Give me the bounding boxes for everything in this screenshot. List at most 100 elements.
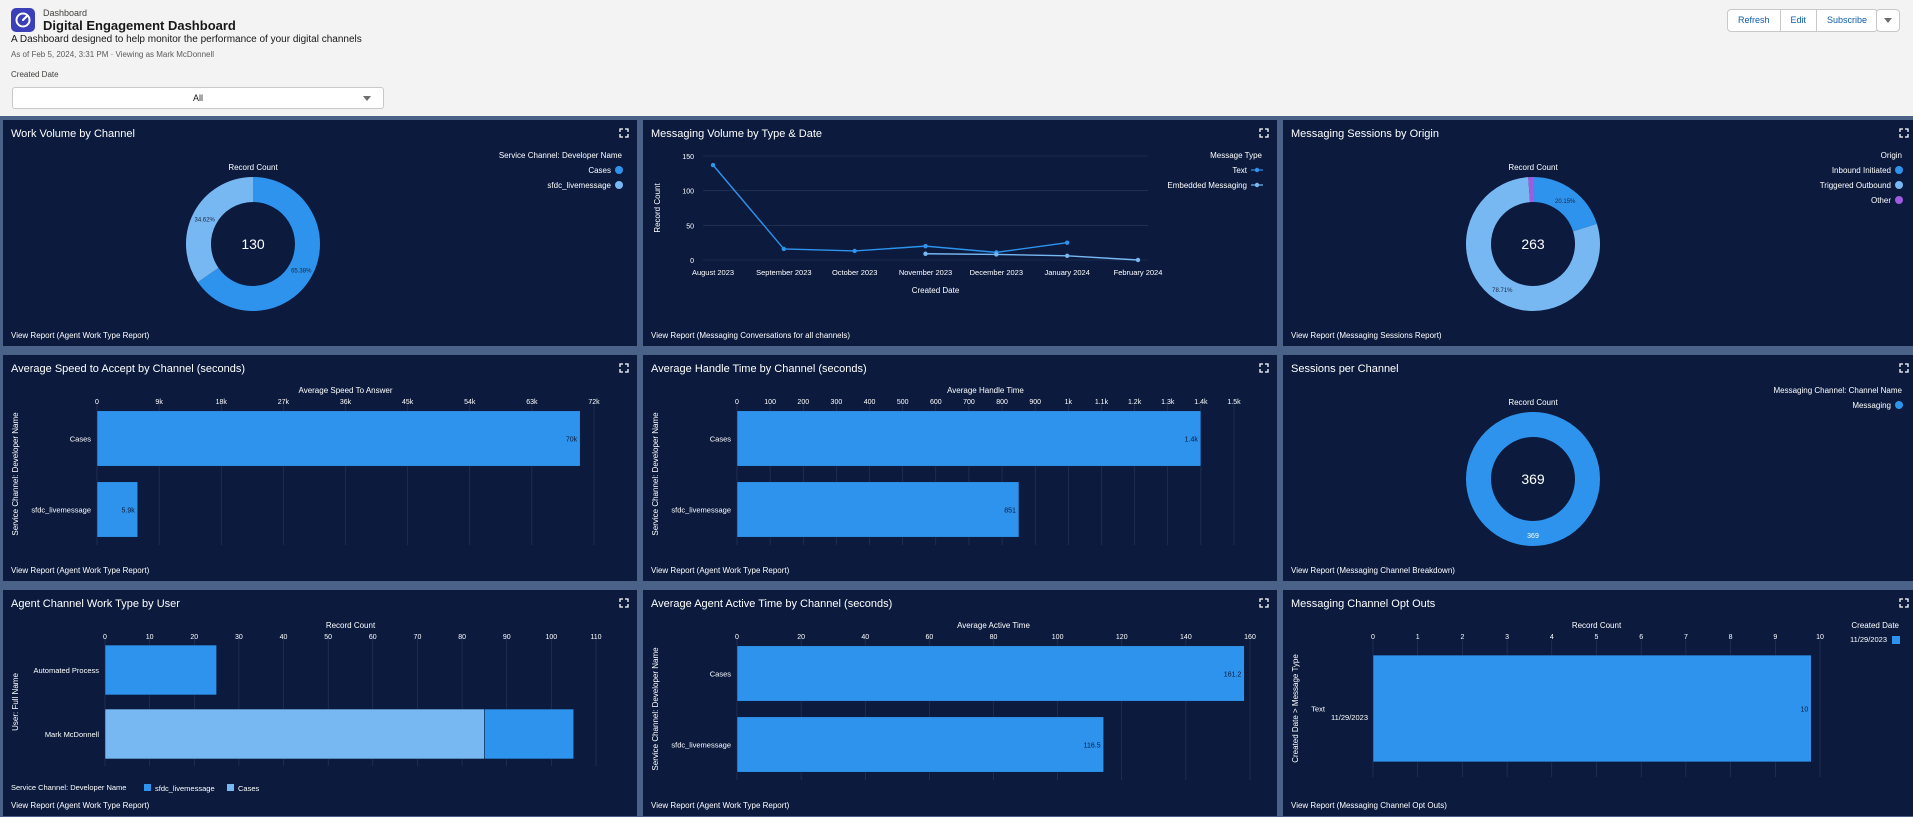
expand-icon-path [619,363,629,373]
widget-w8: Average Agent Active Time by Channel (se… [643,590,1277,816]
breadcrumb[interactable]: Dashboard [43,8,88,18]
x-tick-label: 300 [831,399,843,406]
filter-value: All [192,93,203,103]
chevron-down-icon [1884,18,1892,23]
donut-slice[interactable] [1466,412,1600,546]
x-tick-label: November 2023 [899,268,952,277]
legend-title: Messaging Channel: Channel Name [1773,386,1902,395]
category-label: Automated Process [34,666,100,675]
bar[interactable] [96,410,581,467]
x-tick-label: 600 [930,399,942,406]
data-point[interactable] [994,252,999,257]
bar[interactable] [736,645,1245,702]
created-date-filter-select[interactable]: All [12,87,384,109]
y-axis-title: Service Channel: Developer Name [11,412,20,536]
x-tick-label: 4 [1550,634,1554,641]
dashboard-header: Dashboard Digital Engagement Dashboard A… [0,0,1913,116]
x-tick-label: 100 [1052,634,1064,641]
data-point[interactable] [923,243,928,249]
x-tick-label: 6 [1639,634,1643,641]
bar[interactable] [104,644,217,696]
refresh-button[interactable]: Refresh [1728,10,1781,31]
y-tick-label: 150 [682,154,694,161]
data-point[interactable] [781,246,787,252]
data-point[interactable] [1135,257,1141,263]
legend-item: Inbound Initiated [1832,166,1891,175]
category-label: Text [1311,705,1326,714]
expand-icon[interactable] [619,128,629,138]
data-point[interactable] [852,248,857,254]
view-report-link[interactable]: View Report (Agent Work Type Report) [11,331,150,340]
bar[interactable] [104,708,485,760]
data-point[interactable] [923,251,928,256]
expand-icon[interactable] [619,598,629,608]
donut-slice[interactable] [1466,177,1600,311]
view-report-link[interactable]: View Report (Agent Work Type Report) [11,566,150,575]
expand-icon[interactable] [1899,363,1909,373]
donut-slice[interactable] [186,177,254,283]
chart-svg: Record Count 65.38% 34.62% 130 Service Chann… [186,151,623,311]
expand-icon[interactable] [1899,598,1909,608]
expand-icon[interactable] [619,363,629,373]
more-actions-button[interactable] [1876,9,1900,32]
legend-title: Origin [1881,151,1902,160]
bar[interactable] [736,481,1020,538]
donut-slice[interactable] [197,177,320,311]
expand-icon[interactable] [1259,363,1269,373]
x-tick-label: 9 [1773,634,1777,641]
y-tick-label: 0 [690,258,694,265]
bar[interactable] [1372,654,1812,763]
bar[interactable] [736,410,1202,467]
view-report-link[interactable]: View Report (Messaging Channel Breakdown… [1291,566,1455,575]
legend-swatch [1254,182,1260,188]
bar[interactable] [96,481,138,538]
subscribe-button[interactable]: Subscribe [1827,15,1868,25]
x-tick-label: 40 [861,634,869,641]
legend-swatch [1254,167,1260,173]
edit-button[interactable]: Edit [1781,10,1818,31]
x-tick-label: 1.4k [1194,399,1208,406]
category-label: sfdc_livemessage [31,506,91,515]
data-point[interactable] [1064,240,1070,245]
x-tick-label: 27k [278,399,290,406]
x-tick-label: 90 [503,634,511,641]
x-tick-label: 18k [216,399,228,406]
view-report-link[interactable]: View Report (Agent Work Type Report) [11,801,150,810]
x-tick-label: January 2024 [1044,268,1089,277]
donut-slice[interactable] [1532,177,1597,232]
data-point[interactable] [710,162,716,168]
expand-icon[interactable] [1899,128,1909,138]
view-report-link[interactable]: View Report (Messaging Channel Opt Outs) [1291,801,1447,810]
x-tick-label: 30 [235,634,243,641]
action-buttons: Refresh Edit Subscribe [1727,9,1879,32]
y-axis-title: Record Count [653,183,662,233]
view-report-link[interactable]: View Report (Messaging Conversations for… [651,331,851,340]
view-report-link[interactable]: View Report (Messaging Sessions Report) [1291,331,1442,340]
x-tick-label: 60 [369,634,377,641]
expand-icon[interactable] [1259,128,1269,138]
bar[interactable] [736,716,1104,773]
category-label: Cases [710,670,732,679]
chart-title: Average Active Time [957,621,1030,630]
data-point[interactable] [1064,253,1070,259]
series-line[interactable] [925,253,1139,261]
legend-item: Embedded Messaging [1167,181,1247,190]
y-tick-label: 100 [682,189,694,196]
category-label: sfdc_livemessage [671,506,731,515]
expand-icon-path [619,128,629,138]
x-tick-label: 5 [1595,634,1599,641]
legend-title: Service Channel: Developer Name [11,783,126,792]
chart-svg: Average Active Time 0 20 40 60 80 100 120 140 160… [651,621,1256,780]
legend-swatch [615,181,623,189]
x-tick-label: October 2023 [832,268,877,277]
view-report-link[interactable]: View Report (Agent Work Type Report) [651,566,790,575]
series-line[interactable] [712,164,1068,254]
chart-svg: Record Count 0 1 2 3 4 5 6 7 8 9 10 Created Date > M… [1291,621,1900,777]
expand-icon-path [1899,598,1909,608]
expand-icon[interactable] [1259,598,1269,608]
x-tick-label: 140 [1180,634,1192,641]
view-report-link[interactable]: View Report (Agent Work Type Report) [651,801,790,810]
x-tick-label: 800 [996,399,1008,406]
x-tick-label: 7 [1684,634,1688,641]
bar[interactable] [484,708,574,760]
